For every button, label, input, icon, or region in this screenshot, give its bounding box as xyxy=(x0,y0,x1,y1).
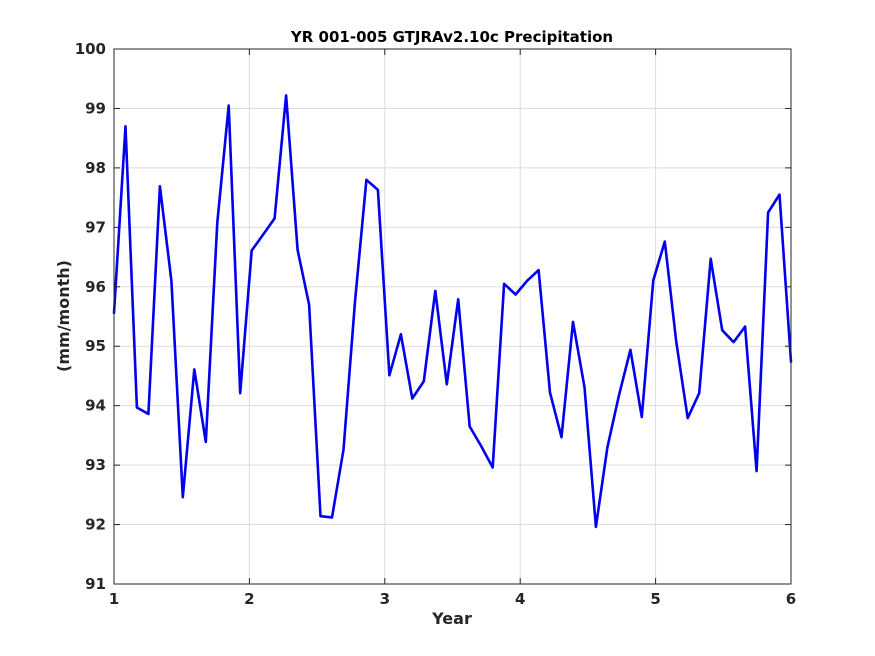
y-tick-label: 99 xyxy=(85,99,106,117)
y-tick-label: 93 xyxy=(85,456,106,474)
y-tick-label: 100 xyxy=(75,40,106,58)
x-tick-label: 6 xyxy=(786,590,796,608)
y-tick-label: 91 xyxy=(85,575,106,593)
series-layer xyxy=(112,94,793,529)
x-tick-label: 1 xyxy=(109,590,119,608)
y-tick-label: 96 xyxy=(85,278,106,296)
chart-title: YR 001-005 GTJRAv2.10c Precipitation xyxy=(290,28,613,46)
y-tick-labels: 91 92 93 94 95 96 97 98 99 100 xyxy=(75,40,106,593)
y-tick-label: 95 xyxy=(85,337,106,355)
y-tick-label: 92 xyxy=(85,516,106,534)
x-tick-label: 4 xyxy=(515,590,525,608)
x-tick-label: 2 xyxy=(244,590,254,608)
y-tick-label: 94 xyxy=(85,397,106,415)
x-tick-label: 5 xyxy=(650,590,660,608)
y-tick-label: 98 xyxy=(85,159,106,177)
plot-area xyxy=(114,49,791,584)
y-axis-title: (mm/month) xyxy=(54,260,73,372)
axis-ticks xyxy=(113,48,792,585)
x-axis-title: Year xyxy=(431,609,472,628)
precipitation-series-line xyxy=(112,94,793,529)
y-tick-label: 97 xyxy=(85,218,106,236)
plot-frame xyxy=(113,48,792,585)
x-tick-labels: 1 2 3 4 5 6 xyxy=(109,590,796,608)
x-tick-label: 3 xyxy=(380,590,390,608)
